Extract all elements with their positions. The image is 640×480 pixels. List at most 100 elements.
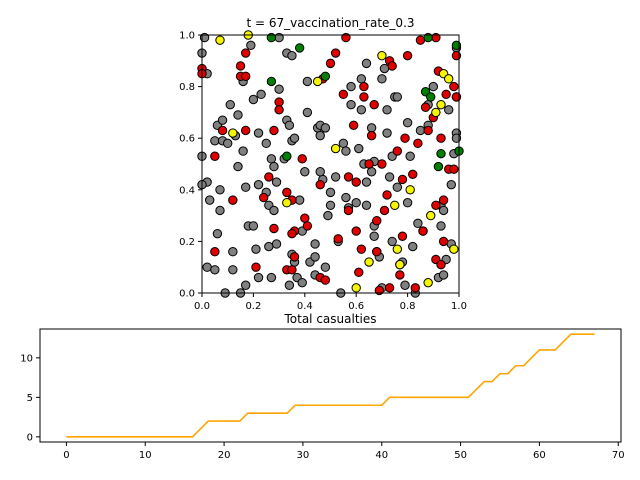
yellow-agent-point — [423, 277, 433, 288]
red-agent-point — [235, 61, 246, 71]
gray-agent-point — [384, 172, 395, 182]
gray-agent-point — [300, 167, 310, 177]
red-agent-point — [423, 125, 433, 136]
gray-agent-point — [361, 200, 372, 210]
gray-agent-point — [253, 272, 264, 283]
casualties-x-tick-label: 50 — [454, 450, 467, 461]
scatter-y-tick-label: 0.8 — [179, 82, 195, 93]
red-agent-point — [387, 61, 397, 71]
red-agent-point — [410, 283, 421, 293]
casualties-y-tick-label: 0 — [27, 432, 33, 443]
red-agent-point — [377, 159, 387, 169]
gray-agent-point — [269, 161, 279, 172]
red-agent-point — [240, 48, 251, 58]
gray-agent-point — [302, 76, 313, 87]
gray-agent-point — [377, 74, 387, 84]
casualties-y-tick-label: 10 — [20, 353, 33, 364]
casualties-x-tick-label: 10 — [139, 450, 152, 461]
gray-agent-point — [338, 138, 349, 149]
gray-agent-point — [366, 167, 377, 177]
red-agent-point — [351, 177, 361, 187]
gray-agent-point — [274, 84, 284, 94]
red-agent-point — [264, 172, 274, 182]
gray-agent-point — [356, 105, 367, 115]
gray-agent-point — [240, 280, 251, 290]
red-agent-point — [251, 262, 261, 272]
scatter-y-tick-label: 0.4 — [179, 185, 195, 196]
casualties-x-tick-label: 20 — [218, 450, 231, 461]
scatter-x-tick-label: 0.0 — [194, 301, 210, 312]
gray-agent-point — [402, 198, 413, 208]
casualties-axes: 0 10 20 30 40 50 60 70 0 5 10 — [20, 328, 625, 461]
red-agent-point — [372, 216, 382, 226]
green-agent-point — [436, 148, 446, 159]
gray-agent-point — [323, 210, 333, 221]
casualties-line — [66, 333, 595, 438]
gray-agent-point — [415, 125, 426, 136]
red-agent-point — [302, 221, 313, 231]
scatter-points — [197, 30, 464, 298]
gray-agent-point — [215, 185, 225, 195]
gray-agent-point — [210, 136, 220, 146]
red-agent-point — [287, 228, 297, 239]
scatter-x-tick-label: 0.8 — [400, 301, 416, 312]
yellow-agent-point — [405, 185, 415, 195]
casualties-y-tick-label: 5 — [27, 393, 33, 404]
gray-agent-point — [238, 146, 248, 156]
red-agent-point — [356, 244, 367, 254]
red-agent-point — [354, 267, 364, 278]
gray-agent-point — [413, 218, 423, 229]
scatter-x-tick-label: 0.2 — [245, 301, 261, 312]
gray-agent-point — [269, 205, 279, 216]
red-agent-point — [366, 130, 377, 141]
red-agent-point — [402, 50, 413, 61]
red-agent-point — [379, 205, 390, 216]
red-agent-point — [282, 187, 292, 198]
gray-agent-point — [320, 262, 331, 272]
gray-agent-point — [354, 143, 364, 154]
red-agent-point — [274, 105, 284, 115]
gray-agent-point — [246, 40, 256, 51]
casualties-x-tick-label: 30 — [297, 450, 310, 461]
gray-agent-point — [438, 270, 449, 280]
yellow-agent-point — [215, 35, 225, 45]
gray-agent-point — [356, 74, 367, 84]
red-agent-point — [392, 146, 403, 156]
red-agent-point — [369, 99, 379, 110]
gray-agent-point — [256, 89, 266, 100]
red-agent-point — [315, 179, 325, 190]
yellow-agent-point — [330, 143, 341, 154]
gray-agent-point — [341, 192, 351, 203]
red-agent-point — [441, 89, 451, 100]
yellow-agent-point — [431, 107, 441, 118]
gray-agent-point — [325, 187, 336, 198]
scatter-y-tick-label: 0.0 — [179, 289, 195, 300]
red-agent-point — [436, 259, 446, 270]
red-agent-point — [364, 159, 374, 169]
casualties-title: Total casualties — [283, 312, 376, 326]
gray-agent-point — [240, 182, 251, 192]
scatter-panel: t = 67_vaccination_rate_0.3 0.0 0.2 0.4 0.6… — [179, 16, 467, 312]
red-agent-point — [228, 195, 238, 205]
scatter-y-tick-label: 0.6 — [179, 134, 195, 145]
red-agent-point — [269, 223, 279, 234]
gray-agent-point — [228, 247, 238, 257]
gray-agent-point — [253, 179, 264, 190]
gray-agent-point — [294, 195, 305, 205]
gray-agent-point — [310, 252, 320, 262]
yellow-agent-point — [444, 74, 454, 84]
gray-agent-point — [315, 167, 325, 177]
gray-agent-point — [228, 265, 238, 275]
red-agent-point — [449, 81, 459, 92]
red-agent-point — [438, 195, 449, 205]
red-agent-point — [297, 154, 307, 164]
gray-agent-point — [202, 262, 212, 272]
gray-agent-point — [266, 154, 277, 164]
yellow-agent-point — [426, 210, 436, 221]
yellow-agent-point — [436, 99, 446, 110]
gray-agent-point — [233, 161, 243, 172]
gray-agent-point — [310, 239, 320, 249]
scatter-frame — [201, 34, 460, 294]
gray-agent-point — [248, 221, 259, 231]
